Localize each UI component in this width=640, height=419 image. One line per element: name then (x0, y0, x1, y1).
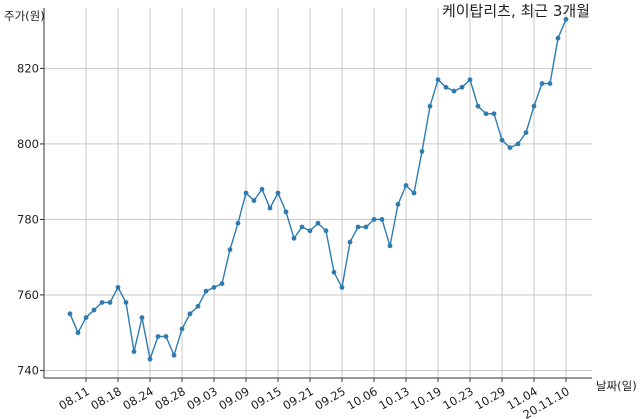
data-point (323, 228, 329, 234)
x-tick-label: 10.23 (440, 384, 476, 413)
data-point (339, 284, 345, 290)
data-point (131, 349, 137, 354)
data-point (75, 330, 81, 336)
data-point (451, 88, 457, 94)
data-point (515, 141, 521, 147)
data-point (219, 281, 225, 287)
data-point (435, 77, 441, 83)
y-tick-label: 760 (17, 288, 39, 302)
x-tick-label: 09.03 (184, 384, 220, 413)
data-point (235, 220, 241, 226)
data-point (155, 334, 161, 339)
x-tick-label: 10.06 (344, 384, 380, 413)
chart-title: 케이탑리츠, 최근 3개월 (442, 2, 590, 20)
data-point (67, 311, 73, 317)
data-point (147, 356, 153, 362)
y-ticks: 740 760 780 800 820 (17, 61, 44, 377)
data-point (115, 284, 121, 290)
grid (44, 8, 592, 378)
data-point (163, 334, 169, 339)
data-point (211, 284, 217, 290)
data-point (547, 81, 553, 86)
data-point (179, 326, 185, 332)
x-tick-label: 08.28 (152, 384, 188, 413)
data-point (299, 224, 305, 230)
data-point (259, 186, 265, 192)
data-point (419, 149, 425, 154)
data-point (171, 352, 177, 358)
x-tick-label: 10.19 (408, 384, 444, 413)
data-point (307, 228, 313, 234)
x-ticks: 08.1108.1808.2408.2809.0309.0909.1509.21… (56, 378, 572, 419)
data-point (195, 303, 201, 309)
data-point (491, 111, 497, 117)
x-tick-label: 10.13 (376, 384, 412, 413)
y-axis-label: 주가(원) (4, 9, 45, 23)
data-point (467, 77, 473, 83)
y-tick-label: 800 (17, 137, 39, 151)
data-point (243, 190, 249, 196)
data-point (443, 84, 449, 90)
x-tick-label: 09.21 (280, 384, 316, 413)
x-tick-label: 09.15 (248, 384, 284, 413)
data-point (291, 235, 297, 241)
data-point (275, 190, 281, 196)
x-tick-label: 08.18 (88, 384, 124, 413)
data-point (427, 103, 433, 109)
x-tick-label: 08.11 (56, 384, 92, 413)
data-point (539, 81, 545, 86)
x-tick-label: 10.29 (472, 384, 508, 413)
data-point (531, 103, 537, 109)
data-point (267, 205, 273, 211)
data-point (187, 311, 193, 317)
data-point (227, 247, 233, 253)
data-point (387, 243, 393, 249)
data-point (379, 217, 385, 222)
data-point (523, 130, 529, 135)
data-point (99, 300, 105, 305)
data-point (363, 224, 369, 230)
data-point (563, 16, 569, 22)
data-point (555, 35, 561, 41)
x-axis-label: 날짜(일) (596, 379, 637, 393)
y-tick-label: 820 (17, 61, 39, 75)
data-point (483, 111, 489, 117)
data-point (83, 315, 89, 320)
data-point (251, 198, 257, 203)
x-tick-label: 09.25 (312, 384, 348, 413)
data-point (459, 84, 465, 90)
x-tick-label: 09.09 (216, 384, 252, 413)
data-point (91, 307, 97, 313)
series (67, 16, 569, 362)
y-tick-label: 740 (17, 363, 39, 377)
data-point (507, 145, 513, 151)
price-line (69, 19, 567, 362)
data-point (403, 183, 409, 188)
data-point (371, 217, 377, 222)
data-point (283, 209, 289, 215)
data-point (499, 137, 505, 143)
data-point (139, 315, 145, 320)
data-point (355, 224, 361, 230)
data-point (123, 300, 129, 305)
data-point (107, 300, 113, 305)
y-tick-label: 780 (17, 212, 39, 226)
data-point (475, 103, 481, 109)
data-point (347, 239, 353, 245)
x-tick-label: 08.24 (120, 384, 156, 413)
data-point (395, 201, 401, 207)
data-point (203, 288, 209, 294)
data-point (315, 220, 321, 226)
data-point (411, 190, 417, 196)
data-point (331, 269, 337, 275)
